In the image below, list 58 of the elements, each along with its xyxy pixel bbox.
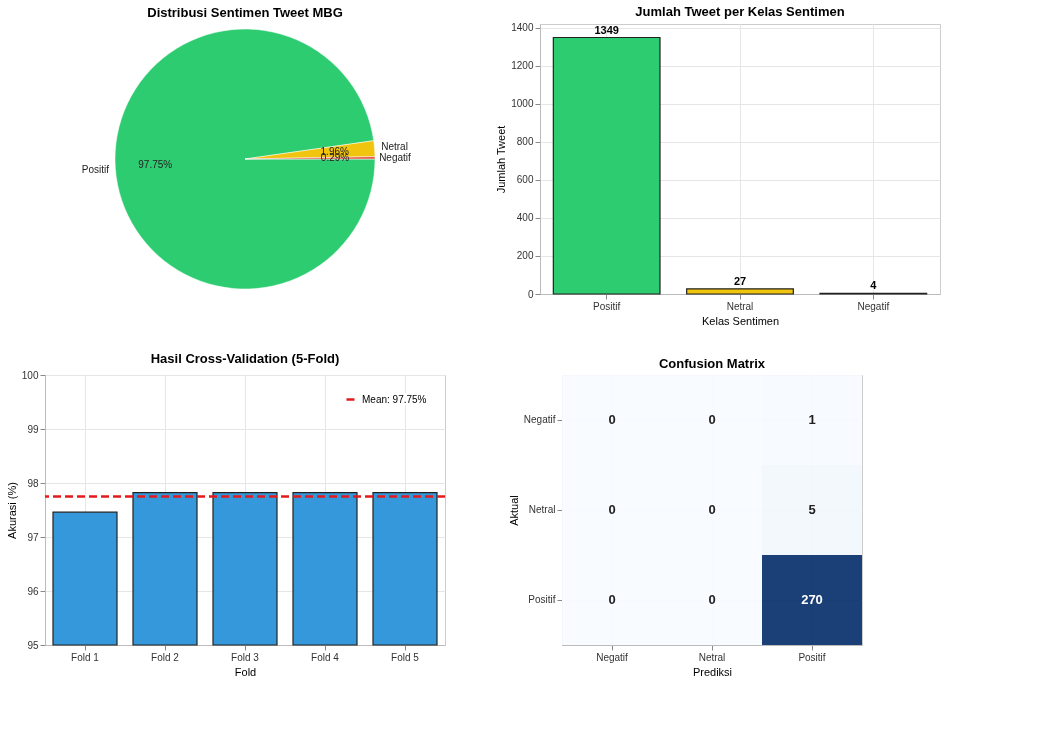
x-tick-label: Positif — [798, 651, 826, 663]
y-tick-label: 400 — [516, 212, 534, 224]
bar — [686, 288, 794, 295]
y-tick-label: Netral — [528, 504, 556, 515]
slice-label: Positif — [81, 163, 110, 175]
y-tick-label: 800 — [516, 136, 534, 148]
data-label: 270 — [801, 592, 823, 607]
chart-title: Distribusi Sentimen Tweet MBG — [147, 5, 343, 20]
data-label: 0 — [608, 592, 616, 607]
x-axis-title: Kelas Sentimen — [701, 314, 780, 327]
x-axis-title: Fold — [234, 665, 257, 678]
data-label: 0 — [708, 412, 716, 427]
data-label: 27 — [733, 274, 747, 287]
y-axis-title: Jumlah Tweet — [495, 125, 508, 194]
data-label: 0 — [708, 592, 716, 607]
x-tick-label: Fold 5 — [391, 651, 420, 663]
y-axis-title: Aktual — [507, 495, 520, 526]
chart-title: Confusion Matrix — [658, 356, 766, 371]
y-tick-label: 1000 — [511, 98, 534, 110]
x-tick-label: Fold 3 — [231, 651, 260, 663]
y-tick-label: 95 — [27, 639, 39, 651]
chart-title: Jumlah Tweet per Kelas Sentimen — [635, 3, 845, 19]
y-tick-label: 600 — [516, 174, 534, 186]
y-tick-label: 0 — [527, 288, 534, 300]
x-tick-label: Fold 1 — [71, 651, 100, 663]
x-tick-label: Positif — [593, 300, 621, 312]
y-tick-label: Negatif — [523, 414, 556, 425]
slice-label: Negatif — [379, 151, 412, 163]
y-tick-label: 97 — [27, 531, 39, 543]
data-label: 1349 — [594, 23, 619, 36]
pie-slice — [114, 28, 376, 290]
data-label: 4 — [870, 279, 878, 292]
x-tick-label: Netral — [726, 300, 754, 312]
y-tick-label: 100 — [21, 369, 39, 381]
x-axis-title: Prediksi — [692, 665, 733, 678]
y-tick-label: Positif — [528, 594, 556, 605]
data-label: 5 — [808, 502, 816, 517]
y-tick-label: 1400 — [511, 22, 534, 34]
data-label: 0 — [708, 502, 716, 517]
y-tick-label: 99 — [27, 423, 39, 435]
x-tick-label: Negatif — [857, 300, 890, 312]
x-tick-label: Fold 2 — [151, 651, 180, 663]
y-tick-label: 98 — [27, 477, 39, 489]
data-label: 0 — [608, 502, 616, 517]
x-tick-label: Netral — [698, 651, 726, 663]
y-axis-title: Akurasi (%) — [5, 482, 18, 539]
chart-title: Hasil Cross-Validation (5-Fold) — [150, 351, 340, 366]
data-label: 97.75% — [138, 159, 173, 171]
slice-label: Netral — [381, 141, 408, 153]
y-tick-label: 200 — [516, 250, 534, 262]
data-label: 0 — [608, 412, 616, 427]
x-tick-label: Negatif — [596, 651, 629, 663]
legend-label: Mean: 97.75% — [362, 393, 427, 405]
y-tick-label: 1200 — [511, 60, 534, 72]
data-label: 1 — [808, 412, 816, 427]
x-tick-label: Fold 4 — [311, 651, 340, 663]
y-tick-label: 96 — [27, 585, 39, 597]
bar — [552, 36, 661, 295]
